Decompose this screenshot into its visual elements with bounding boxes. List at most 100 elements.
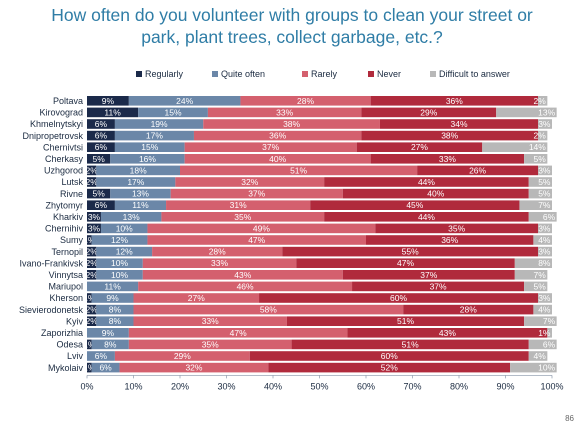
data-label-chernihiv-never: 35%: [448, 223, 465, 233]
bar-kyiv-regularly: [87, 316, 97, 326]
data-label-odesa-rarely: 35%: [202, 339, 219, 349]
bar-kherson-quite-often: [91, 293, 134, 303]
bar-lutsk-never: [324, 177, 529, 187]
legend-swatch-never: [368, 71, 374, 77]
bar-sumy-never: [366, 235, 534, 245]
data-label-uzhgorod-rarely: 51%: [290, 165, 307, 175]
data-label-chernihiv-regularly: 3%: [88, 223, 101, 233]
bar-sievierodonetsk-difficult-to-answer: [533, 304, 552, 315]
bar-poltava-never: [370, 96, 539, 106]
data-label-rivne-quite-often: 13%: [132, 189, 149, 199]
bar-lutsk-difficult-to-answer: [528, 177, 552, 187]
data-label-zhytomyr-difficult-to-answer: 7%: [538, 200, 551, 210]
data-label-zaporizhia-quite-often: 9%: [102, 328, 115, 338]
bar-kharkiv-quite-often: [100, 212, 162, 222]
bar-kherson-regularly: [87, 293, 92, 303]
data-label-zhytomyr-never: 45%: [406, 200, 423, 210]
data-label-chernihiv-quite-often: 10%: [116, 223, 133, 233]
data-label-dnipropetrovsk-rarely: 36%: [269, 131, 286, 141]
bar-zaporizhia-rarely: [128, 328, 348, 338]
bar-chernivtsi-regularly: [87, 142, 115, 152]
category-label-ivano-frankivsk: Ivano-Frankivsk: [19, 258, 83, 268]
legend-swatch-difficult-to-answer: [430, 71, 436, 77]
data-label-mykolaiv-never: 52%: [381, 363, 398, 373]
bar-khmelnytskyi-never: [379, 119, 539, 129]
bar-kherson-rarely: [133, 293, 260, 303]
data-label-kharkiv-difficult-to-answer: 6%: [543, 212, 556, 222]
data-label-mariupol-rarely: 46%: [237, 281, 254, 291]
data-label-chernihiv-rarely: 49%: [253, 223, 270, 233]
data-label-sumy-regularly: 1%: [83, 235, 96, 245]
data-label-ivano-frankivsk-never: 47%: [397, 258, 414, 268]
data-label-sievierodonetsk-difficult-to-answer: 4%: [538, 305, 551, 315]
bar-kyiv-quite-often: [96, 316, 134, 326]
data-label-ivano-frankivsk-quite-often: 10%: [111, 258, 128, 268]
bar-mariupol-difficult-to-answer: [524, 281, 548, 292]
x-tick-label-7: 70%: [403, 381, 421, 391]
data-label-dnipropetrovsk-quite-often: 17%: [146, 131, 163, 141]
bar-kherson-difficult-to-answer: [538, 293, 552, 303]
data-label-lviv-never: 60%: [381, 351, 398, 361]
data-label-kherson-regularly: 1%: [83, 293, 96, 303]
category-label-cherkasy: Cherkasy: [45, 154, 84, 164]
bar-chernivtsi-difficult-to-answer: [482, 142, 548, 152]
bar-sievierodonetsk-never: [403, 304, 534, 315]
bar-zaporizhia-quite-often: [87, 328, 129, 338]
bar-chernivtsi-never: [356, 142, 483, 152]
data-label-khmelnytskyi-quite-often: 19%: [151, 119, 168, 129]
data-label-mariupol-quite-often: 11%: [104, 281, 121, 291]
bar-uzhgorod-quite-often: [96, 165, 180, 176]
category-label-kherson: Kherson: [49, 293, 83, 303]
x-tick-label-0: 0%: [80, 381, 93, 391]
data-label-zaporizhia-never: 43%: [439, 328, 456, 338]
bar-cherkasy-rarely: [184, 154, 371, 164]
bar-odesa-never: [291, 339, 529, 350]
bar-poltava-regularly: [87, 96, 129, 106]
data-label-poltava-difficult-to-answer: 2%: [534, 96, 547, 106]
bar-lutsk-regularly: [87, 177, 97, 187]
data-label-uzhgorod-quite-often: 18%: [130, 165, 147, 175]
legend-label-difficult-to-answer: Difficult to answer: [439, 69, 510, 79]
data-label-ternopil-difficult-to-answer: 3%: [538, 247, 551, 257]
bar-dnipropetrovsk-regularly: [87, 130, 115, 141]
data-label-vinnytsa-quite-often: 10%: [111, 270, 128, 280]
data-label-rivne-regularly: 5%: [92, 189, 105, 199]
bar-kharkiv-regularly: [87, 212, 101, 222]
data-label-kirovograd-regularly: 11%: [104, 107, 121, 117]
data-label-vinnytsa-regularly: 2%: [86, 270, 99, 280]
data-label-mariupol-difficult-to-answer: 5%: [534, 281, 547, 291]
data-label-ivano-frankivsk-difficult-to-answer: 8%: [538, 258, 551, 268]
data-label-sievierodonetsk-rarely: 58%: [260, 305, 277, 315]
x-tick-label-10: 100%: [540, 381, 563, 391]
data-label-chernivtsi-never: 27%: [411, 142, 428, 152]
bar-chernihiv-quite-often: [100, 223, 148, 234]
data-label-mykolaiv-quite-often: 6%: [99, 363, 112, 373]
data-label-uzhgorod-regularly: 2%: [86, 165, 99, 175]
data-label-zhytomyr-regularly: 6%: [95, 200, 108, 210]
data-label-poltava-never: 36%: [446, 96, 463, 106]
data-label-lutsk-rarely: 32%: [241, 177, 258, 187]
bar-lviv-rarely: [114, 351, 250, 361]
bar-ivano-frankivsk-regularly: [87, 258, 97, 268]
bar-ternopil-never: [282, 246, 539, 257]
bar-lviv-difficult-to-answer: [528, 351, 548, 361]
category-label-chernihiv: Chernihiv: [45, 224, 84, 234]
data-label-zaporizhia-rarely: 47%: [230, 328, 247, 338]
data-label-lviv-quite-often: 6%: [95, 351, 108, 361]
category-label-poltava: Poltava: [53, 96, 83, 106]
bar-kirovograd-rarely: [207, 107, 362, 118]
data-label-kharkiv-rarely: 35%: [234, 212, 251, 222]
bar-cherkasy-difficult-to-answer: [524, 154, 548, 164]
data-label-chernivtsi-rarely: 37%: [262, 142, 279, 152]
data-label-ternopil-rarely: 28%: [209, 247, 226, 257]
category-label-rivne: Rivne: [60, 189, 83, 199]
bar-sumy-regularly: [87, 235, 92, 245]
data-label-vinnytsa-difficult-to-answer: 7%: [534, 270, 547, 280]
chart-title-line-1: How often do you volunteer with groups t…: [51, 5, 533, 25]
category-label-odesa: Odesa: [56, 340, 83, 350]
bar-mariupol-quite-often: [87, 281, 139, 292]
category-label-mariupol: Mariupol: [48, 282, 83, 292]
data-label-rivne-difficult-to-answer: 5%: [538, 189, 551, 199]
bar-ivano-frankivsk-rarely: [142, 258, 297, 268]
